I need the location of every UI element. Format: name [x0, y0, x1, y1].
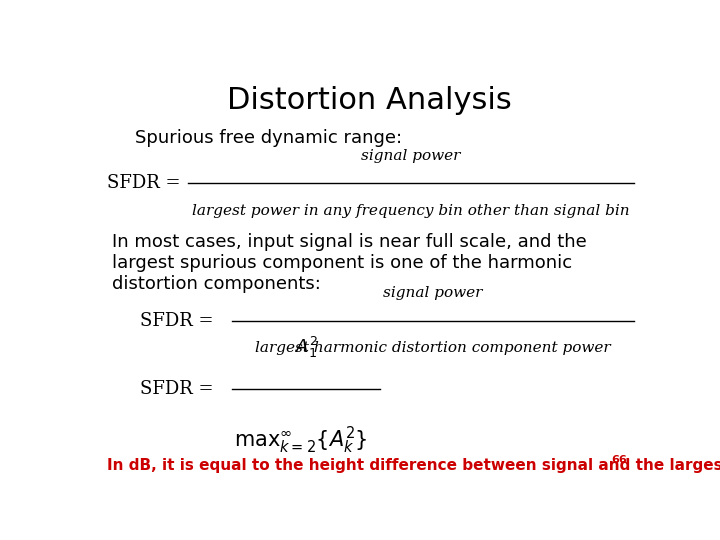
Text: distortion components:: distortion components:	[112, 275, 321, 293]
Text: Distortion Analysis: Distortion Analysis	[227, 85, 511, 114]
Text: largest power in any frequency bin other than signal bin: largest power in any frequency bin other…	[192, 204, 630, 218]
Text: $\mathrm{max}_{k=2}^{\infty}\{A_k^2\}$: $\mathrm{max}_{k=2}^{\infty}\{A_k^2\}$	[234, 424, 367, 456]
Text: In most cases, input signal is near full scale, and the: In most cases, input signal is near full…	[112, 233, 587, 251]
Text: SFDR =: SFDR =	[140, 312, 214, 329]
Text: $A_1^2$: $A_1^2$	[294, 335, 318, 360]
Text: In dB, it is equal to the height difference between signal and the largest spur: In dB, it is equal to the height differe…	[107, 458, 720, 473]
Text: Spurious free dynamic range:: Spurious free dynamic range:	[135, 129, 402, 147]
Text: largest spurious component is one of the harmonic: largest spurious component is one of the…	[112, 254, 572, 272]
Text: largest harmonic distortion component power: largest harmonic distortion component po…	[256, 341, 611, 355]
Text: 66: 66	[612, 455, 628, 465]
Text: signal power: signal power	[384, 286, 483, 300]
Text: signal power: signal power	[361, 148, 461, 163]
Text: SFDR =: SFDR =	[107, 174, 180, 192]
Text: SFDR =: SFDR =	[140, 380, 214, 398]
